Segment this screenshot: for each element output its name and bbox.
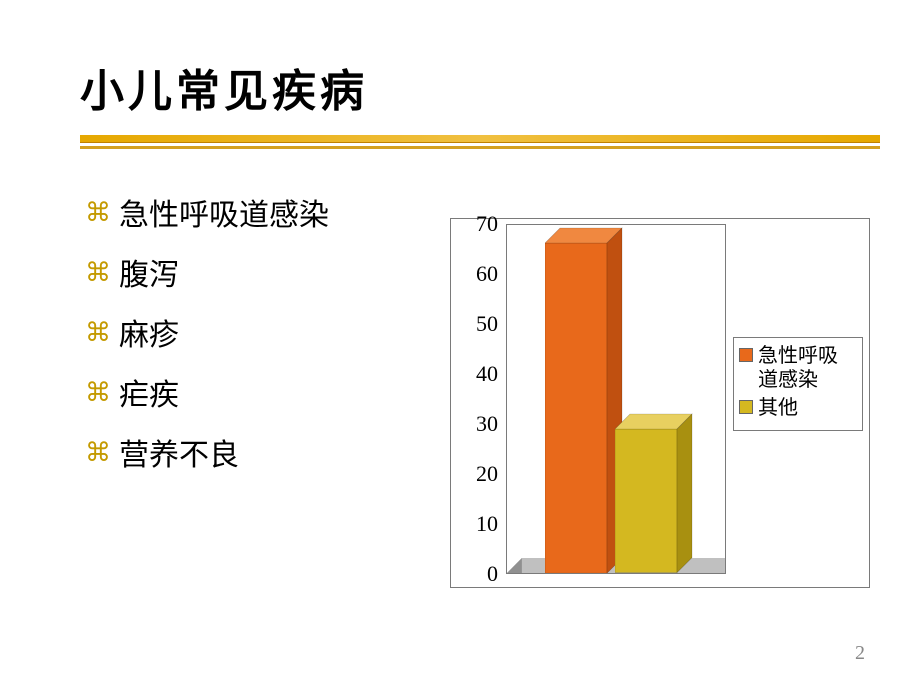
- bullet-text: 麻疹: [119, 310, 179, 354]
- legend-swatch: [739, 348, 753, 362]
- underline-bar: [80, 135, 880, 143]
- y-tick-label: 50: [476, 311, 498, 337]
- slide-title: 小儿常见疾病: [80, 55, 368, 119]
- bullet-item: ⌘ 营养不良: [85, 430, 329, 474]
- y-tick-label: 70: [476, 211, 498, 237]
- chart-container: 010203040506070 急性呼吸道感染 其他: [450, 218, 870, 588]
- y-tick-label: 0: [487, 561, 498, 587]
- y-tick-label: 10: [476, 511, 498, 537]
- bullet-text: 急性呼吸道感染: [119, 190, 329, 234]
- bar-1: [507, 225, 725, 573]
- legend-label: 其他: [758, 396, 798, 420]
- bullet-text: 腹泻: [119, 250, 179, 294]
- y-tick-label: 20: [476, 461, 498, 487]
- plot-area: [506, 224, 726, 574]
- bullet-item: ⌘ 麻疹: [85, 310, 329, 354]
- bullet-item: ⌘ 疟疾: [85, 370, 329, 414]
- y-tick-label: 30: [476, 411, 498, 437]
- bullet-list: ⌘ 急性呼吸道感染 ⌘ 腹泻 ⌘ 麻疹 ⌘ 疟疾 ⌘ 营养不良: [85, 190, 329, 490]
- bullet-icon: ⌘: [85, 437, 111, 468]
- y-tick-label: 60: [476, 261, 498, 287]
- chart-legend: 急性呼吸道感染 其他: [733, 337, 863, 431]
- y-axis: 010203040506070: [459, 224, 501, 574]
- legend-label: 急性呼吸道感染: [758, 344, 857, 392]
- title-area: 小儿常见疾病: [80, 55, 368, 119]
- legend-item: 其他: [739, 396, 857, 420]
- slide: 小儿常见疾病 ⌘ 急性呼吸道感染 ⌘ 腹泻 ⌘ 麻疹 ⌘ 疟疾 ⌘ 营养不良 0…: [0, 0, 920, 690]
- page-number: 2: [855, 642, 865, 665]
- bullet-icon: ⌘: [85, 377, 111, 408]
- y-tick-label: 40: [476, 361, 498, 387]
- bullet-text: 营养不良: [119, 430, 239, 474]
- bullet-icon: ⌘: [85, 257, 111, 288]
- bullet-item: ⌘ 腹泻: [85, 250, 329, 294]
- bullet-text: 疟疾: [119, 370, 179, 414]
- bullet-icon: ⌘: [85, 317, 111, 348]
- legend-item: 急性呼吸道感染: [739, 344, 857, 392]
- title-underline: [80, 135, 880, 149]
- bullet-item: ⌘ 急性呼吸道感染: [85, 190, 329, 234]
- underline-shadow: [80, 146, 880, 149]
- bullet-icon: ⌘: [85, 197, 111, 228]
- legend-swatch: [739, 400, 753, 414]
